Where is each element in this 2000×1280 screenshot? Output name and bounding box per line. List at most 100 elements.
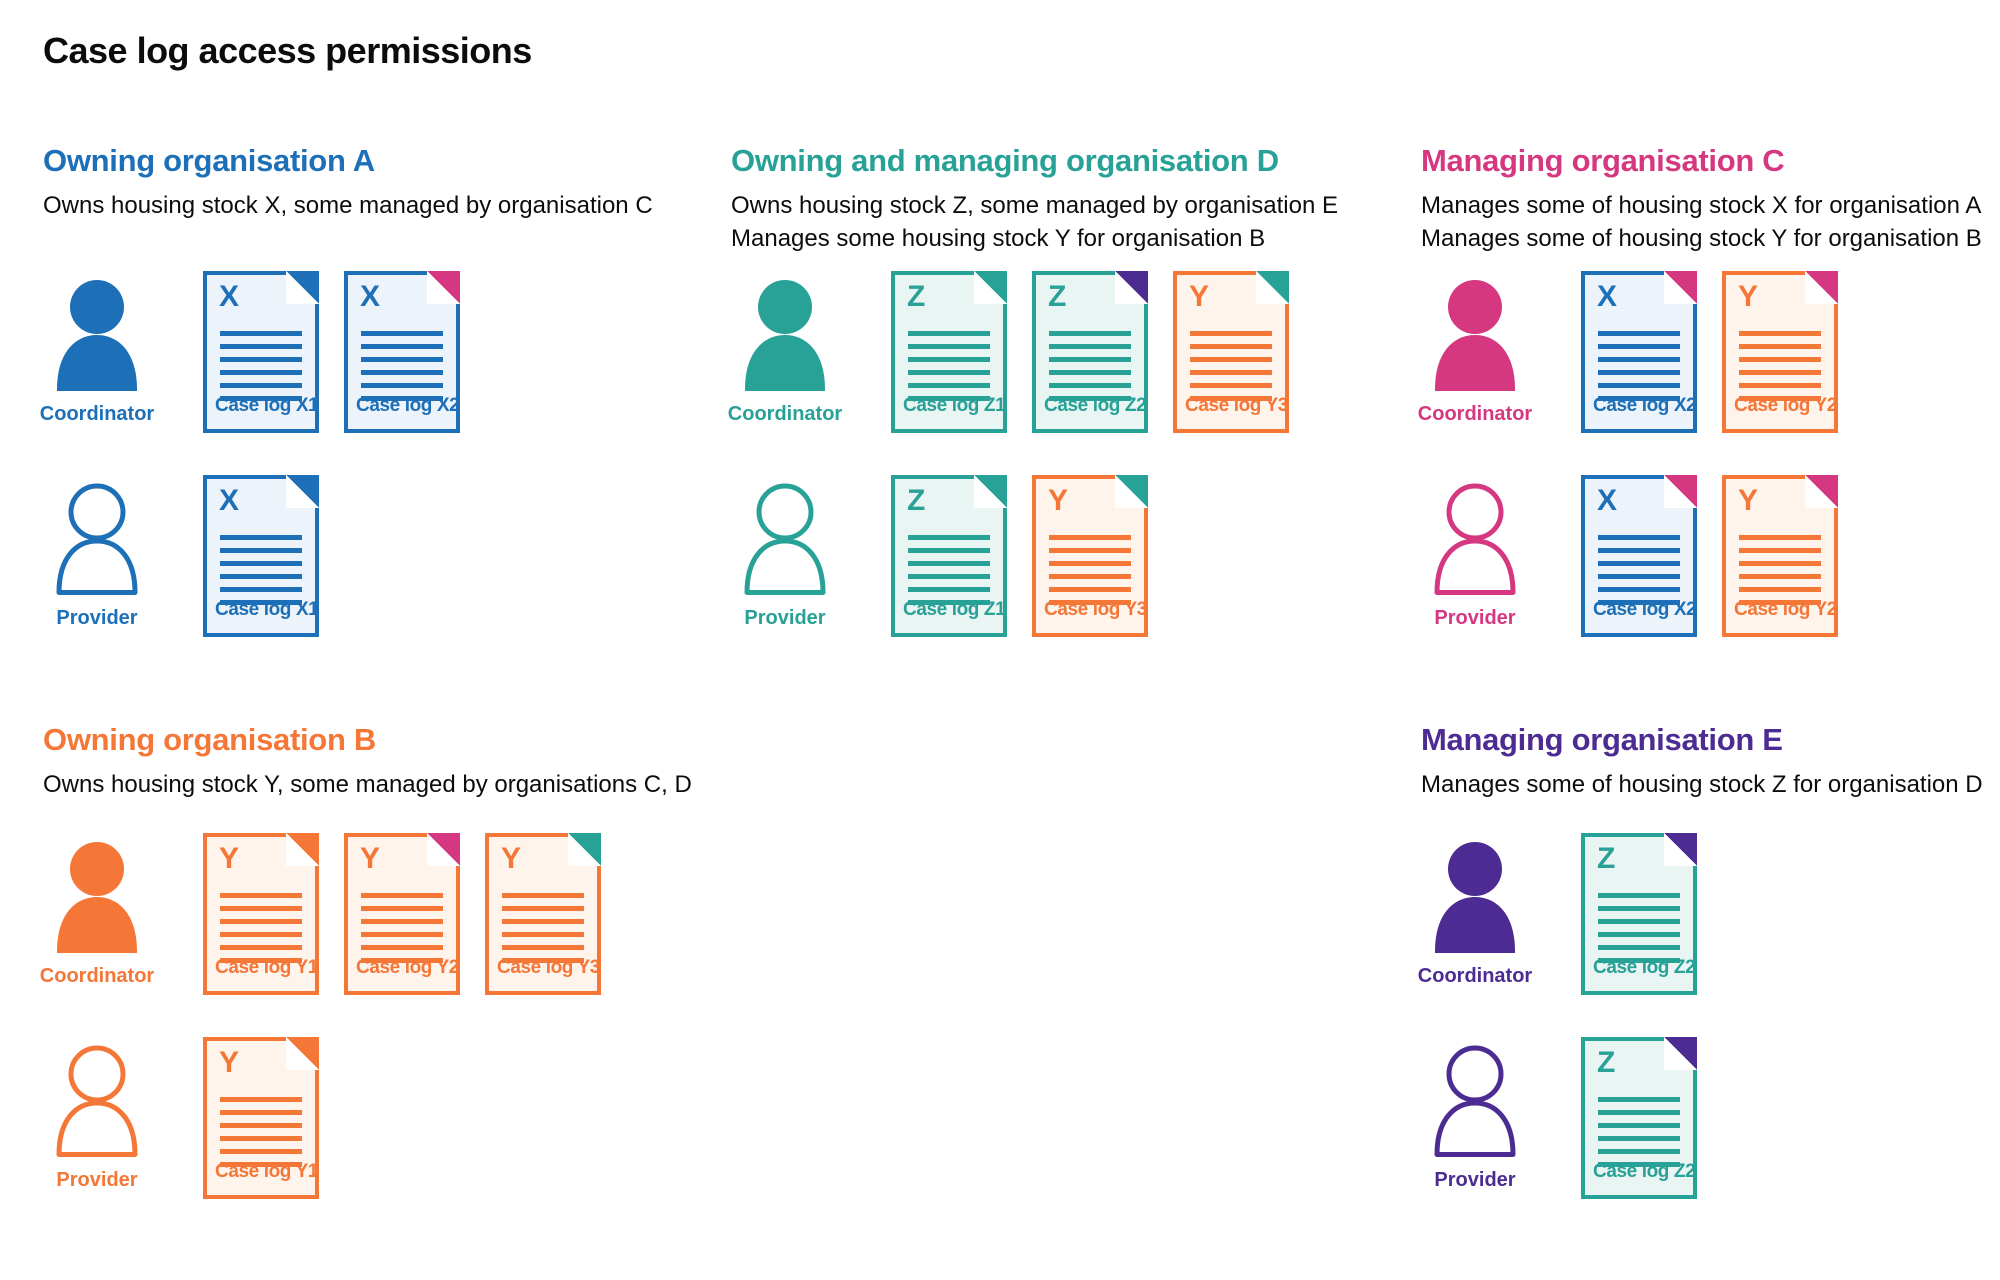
doc-text-line [361,344,443,349]
provider-icon [1432,1043,1518,1157]
doc-letter: Y [360,842,381,875]
section-description-line: Owns housing stock Z, some managed by or… [731,192,1338,219]
doc-text-lines [220,331,302,401]
doc-text-line [1739,331,1821,336]
doc-text-line [1739,344,1821,349]
doc-text-line [908,331,990,336]
person-block: Provider [1421,481,1529,630]
doc-fold-corner-icon [286,271,319,304]
case-log-document: Z Case log Z1 [891,475,1007,637]
doc-text-line [1598,370,1680,375]
coordinator-row: Coordinator Y Case log Y1 Y Case log Y2 Y Case… [40,833,601,995]
doc-text-line [1598,331,1680,336]
role-label: Provider [56,1169,138,1191]
doc-text-lines [220,1097,302,1167]
role-label: Provider [744,607,826,629]
doc-text-line [361,396,443,401]
doc-text-line [220,600,302,605]
doc-text-line [361,370,443,375]
doc-fold-corner-icon [1256,271,1289,304]
doc-fold-corner-icon [427,271,460,304]
provider-icon [1432,481,1518,595]
page-title: Case log access permissions [43,30,532,71]
doc-text-line [220,535,302,540]
section-description: Manages some of housing stock X for orga… [1421,189,1982,255]
doc-text-line [361,919,443,924]
doc-text-line [220,1110,302,1115]
doc-text-line [1598,600,1680,605]
person-block: Provider [731,481,839,630]
doc-text-line [361,945,443,950]
doc-text-line [1190,344,1272,349]
doc-text-line [1598,587,1680,592]
doc-text-lines [1049,535,1131,605]
doc-label: Case log Z1 [903,599,1006,620]
doc-text-line [1598,535,1680,540]
doc-text-line [1049,396,1131,401]
case-log-document: Y Case log Y2 [1722,271,1838,433]
doc-fold-corner-icon [1805,271,1838,304]
section-description-line: Manages some housing stock Y for organis… [731,225,1266,252]
doc-text-line [502,945,584,950]
doc-text-line [361,357,443,362]
doc-letter: X [219,484,240,517]
documents-row: Z Case log Z2 [1581,833,1697,995]
doc-text-lines [1739,331,1821,401]
role-label: Coordinator [1417,403,1533,425]
doc-label: Case log Y3 [497,957,600,978]
doc-text-line [220,919,302,924]
doc-text-line [1190,383,1272,388]
coordinator-row: Coordinator X Case log X2 Y Case log Y2 [1417,271,1838,433]
doc-text-line [220,396,302,401]
role-label: Provider [56,607,138,629]
documents-row: X Case log X2 Y Case log Y2 [1581,271,1838,433]
doc-text-line [220,945,302,950]
case-log-document: Z Case log Z2 [1032,271,1148,433]
case-log-document: Z Case log Z2 [1581,833,1697,995]
doc-text-line [220,958,302,963]
doc-text-line [1598,919,1680,924]
case-log-document: Y Case log Y2 [344,833,460,995]
doc-text-line [1190,396,1272,401]
doc-label: Case log Y2 [356,957,459,978]
provider-row: Provider X Case log X2 Y Case log Y2 [1421,475,1838,637]
case-log-document: X Case log X1 [203,475,319,637]
doc-label: Case log X1 [215,395,319,416]
person-block: Coordinator [1418,839,1532,988]
doc-label: Case log Y2 [1734,395,1837,416]
doc-text-line [908,587,990,592]
doc-text-line [1598,574,1680,579]
doc-text-lines [1739,535,1821,605]
doc-fold-corner-icon [286,475,319,508]
doc-text-lines [220,893,302,963]
role-label: Provider [1434,1169,1516,1191]
doc-text-line [502,919,584,924]
doc-text-line [1049,600,1131,605]
doc-letter: Y [1189,280,1210,313]
section-description-line: Manages some of housing stock Z for orga… [1421,771,1983,798]
doc-text-line [1598,1123,1680,1128]
doc-text-line [1049,535,1131,540]
doc-text-line [1598,357,1680,362]
doc-text-line [908,548,990,553]
doc-text-lines [361,331,443,401]
doc-text-line [1598,906,1680,911]
doc-text-line [1598,1110,1680,1115]
doc-text-lines [1598,331,1680,401]
doc-text-line [220,561,302,566]
doc-label: Case log Z2 [1593,1161,1696,1182]
section-description-line: Owns housing stock X, some managed by or… [43,192,653,219]
doc-text-line [361,331,443,336]
provider-row: Provider Y Case log Y1 [43,1037,319,1199]
doc-letter: Z [1597,1046,1616,1079]
doc-text-line [908,600,990,605]
doc-text-line [1049,344,1131,349]
doc-text-lines [220,535,302,605]
doc-text-line [1190,331,1272,336]
doc-letter: Y [1738,484,1759,517]
doc-letter: Z [907,280,926,313]
case-log-document: X Case log X2 [1581,271,1697,433]
doc-label: Case log X2 [356,395,460,416]
role-label: Coordinator [727,403,843,425]
doc-text-line [1190,370,1272,375]
